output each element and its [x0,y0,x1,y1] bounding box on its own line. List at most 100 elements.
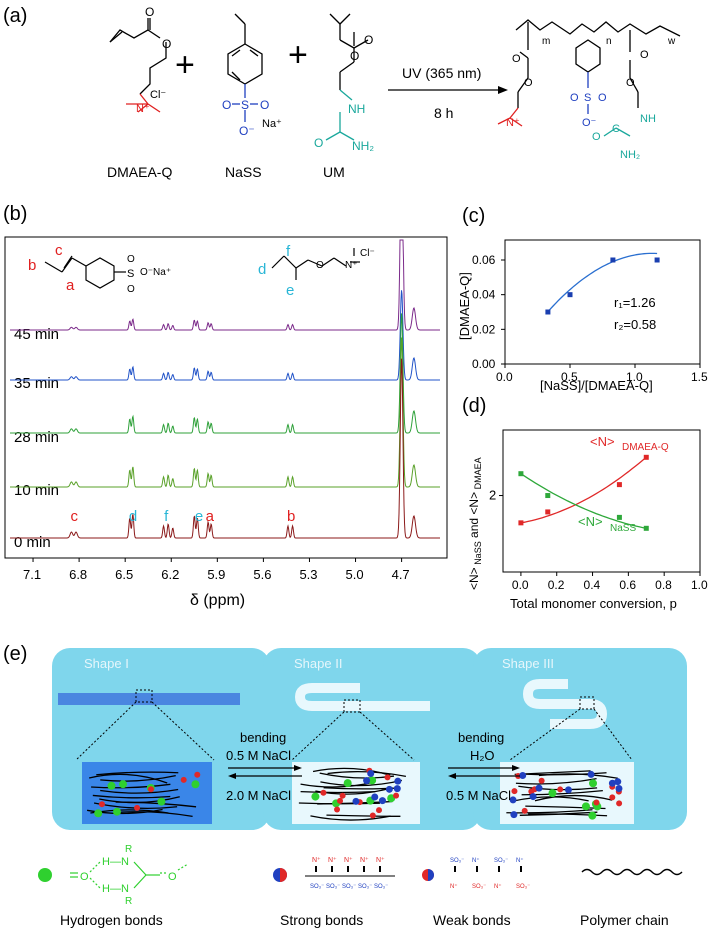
nmr-struct1-o-top: O [127,254,135,265]
chart-d-series-line-1 [520,473,647,530]
nmr-peak-label-e: e [195,508,203,525]
chart-d-point-1 [518,471,524,477]
network-cation [334,806,341,813]
network-cation [521,807,528,814]
chart-d-point-1 [616,514,622,520]
nmr-trace-0 [10,239,440,331]
chart-d-point-0 [643,454,649,460]
nass-s: S [241,98,249,112]
chart-d-ylabel-part: <N> [467,567,481,590]
network-hbond [548,789,557,798]
hb-r-top: R [125,844,132,855]
hydrogen-bond-dot [38,868,52,882]
hb-r-bottom: R [125,896,132,907]
shape-1-zoom-line-left [75,701,137,761]
shape-3-zoom-line-left [509,708,581,761]
polymer-o-minus: O⁻ [582,117,597,129]
weak-bond-anion: SO₃⁻ [494,858,508,864]
nmr-time-label-3: 10 min [14,482,59,499]
network-anion [564,786,572,794]
polymer-nplus: N⁺ [506,117,520,129]
network-anion [510,811,518,819]
polymer-o-1: O [512,53,521,65]
shape-3-network [506,770,623,820]
network-cation [609,794,616,801]
weak-bond-cation: SO₃⁻ [472,884,486,890]
nass-na: Na⁺ [262,118,282,130]
polymer-s-o-right: O [598,92,607,104]
weak-bond-anion: SO₃⁻ [450,858,464,864]
strong-bond-tick [347,866,349,872]
reaction-condition-time: 8 h [434,105,453,121]
chart-d-point-1 [545,493,551,499]
chart-c-frame [504,239,701,365]
um-o-ester: O [350,49,359,63]
dmaea-q-structure [109,18,167,113]
weak-bond-tick [476,866,478,872]
network-chain [538,773,618,779]
network-hbond [581,802,590,811]
nmr-tick-label: 6.5 [115,567,133,582]
chart-c-point [610,257,616,263]
chart-d-series-line-0 [520,456,647,524]
polymer-s-o-left: O [570,92,579,104]
panel-a: (a) O O Cl⁻ N⁺ DMAEA-Q + [3,5,681,180]
polymer-o-4: O [626,77,635,89]
nass-label: NaSS [225,164,262,180]
nass-o-right: O [260,98,269,112]
nass-structure [227,13,263,122]
hb-h-n-bottom: H—N [102,883,129,895]
nass-o-minus: O⁻ [239,124,255,138]
network-cation [557,786,564,793]
strong-bond-tick [331,866,333,872]
network-chain [115,801,197,808]
network-cation [369,812,376,819]
network-cation [194,771,201,778]
chart-c-ytick-label: 0.02 [472,322,496,336]
strong-bond-anion: SO₃⁻ [358,884,372,890]
transition-arrows-1 [228,765,302,779]
network-anion [394,777,402,785]
strong-bond-anion: SO₃⁻ [310,884,324,890]
nmr-struct2-e: e [286,282,294,299]
network-cation [339,792,346,799]
network-hbond [588,811,597,820]
strong-bond-anion: SO₃⁻ [342,884,356,890]
nmr-trace-4 [10,358,440,539]
network-hbond [311,792,320,801]
legend-polymer-chain: Polymer chain [580,868,683,928]
network-hbond [589,779,598,788]
nmr-struct2-o: O [316,260,324,271]
nmr-peak-label-a: a [206,508,215,525]
weak-bond-anion: N⁺ [472,857,480,864]
network-cation [337,797,344,804]
chart-d-ylabel-part: and <N> [467,492,481,541]
network-chain [118,811,193,818]
shape-3-zoom-line-right [593,708,633,761]
chart-c-annotation-r1: r₁=1.26 [614,295,656,310]
urea-hbond-diagram [70,861,189,889]
shape-1-label: Shape I [84,656,129,671]
network-chain [300,790,376,794]
chart-d-legend-dmaea: <N> [590,434,615,449]
chart-d-point-0 [616,482,622,488]
chart-d-xtick-label: 0.2 [548,578,565,592]
panel-e: (e) Shape I Shape II Shape III [3,643,687,928]
polymer-nh: NH [640,113,656,125]
nmr-struct1-ona: O⁻Na⁺ [140,267,171,278]
network-anion [519,772,527,780]
nmr-struct2-f: f [286,243,291,260]
network-hbond [157,797,166,806]
network-cation [320,789,327,796]
chart-d-legend-dmaea-sub: DMAEA-Q [622,442,669,453]
dmaea-q-o-carbonyl: O [145,5,154,19]
network-anion [378,797,386,805]
chart-d-xtick-label: 0.6 [619,578,636,592]
network-anion [509,796,517,804]
nmr-struct2-d: d [258,261,266,278]
strong-bond-tick [363,866,365,872]
chart-c-xtick-label: 0.0 [496,370,513,384]
polymer-s: S [584,92,591,104]
chart-c-xtick-label: 0.5 [561,370,578,384]
